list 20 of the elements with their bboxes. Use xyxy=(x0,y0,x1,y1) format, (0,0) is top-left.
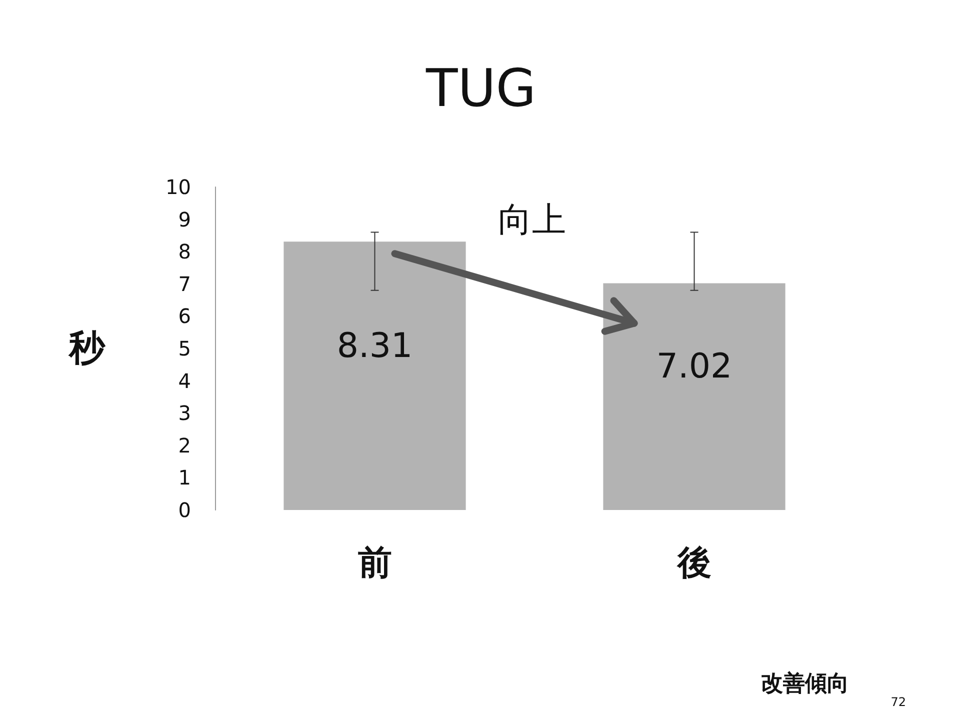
x-tick-label: 前 xyxy=(358,543,392,583)
y-tick-label: 8 xyxy=(178,240,191,264)
y-tick-label: 9 xyxy=(178,207,191,232)
text: 改善傾向 xyxy=(761,670,849,696)
y-tick-label: 2 xyxy=(178,433,191,458)
data-label: 7.02 xyxy=(656,346,732,387)
x-tick-label: 後 xyxy=(676,543,712,583)
y-tick-label: 5 xyxy=(178,336,191,360)
text: 72 xyxy=(890,695,906,709)
y-tick-label: 6 xyxy=(178,304,191,328)
y-tick-label: 3 xyxy=(178,401,191,426)
y-tick-label: 1 xyxy=(178,466,191,490)
y-tick-label: 4 xyxy=(178,368,191,393)
y-tick-label: 0 xyxy=(178,498,191,522)
annotation: 向上 xyxy=(498,200,566,240)
y-axis-title: 秒 xyxy=(68,328,106,369)
chart-title: TUG xyxy=(424,59,536,119)
y-tick-label: 7 xyxy=(178,272,191,296)
y-tick-label: 10 xyxy=(166,175,191,199)
data-label: 8.31 xyxy=(336,326,413,366)
